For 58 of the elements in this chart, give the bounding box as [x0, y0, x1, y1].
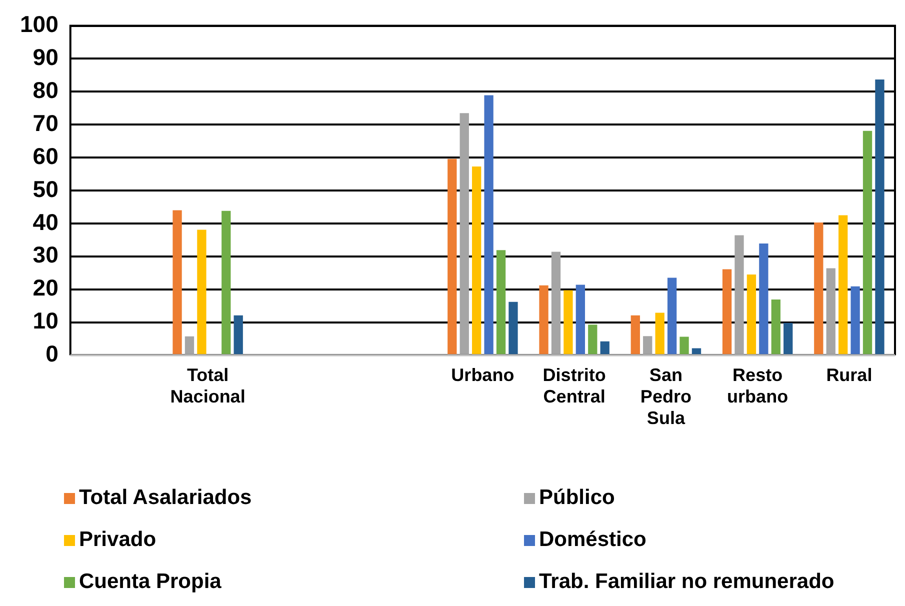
bar — [814, 222, 824, 354]
bar — [508, 302, 518, 354]
bar — [234, 315, 243, 354]
legend-label: Privado — [79, 528, 156, 552]
legend-label: Cuenta Propia — [79, 570, 222, 594]
y-tick-label: 20 — [32, 274, 58, 301]
bar — [850, 286, 860, 354]
y-tick-label: 60 — [32, 142, 58, 169]
bar — [875, 79, 884, 354]
y-tick-label: 70 — [32, 110, 58, 136]
x-tick-label: Total Nacional — [170, 364, 246, 407]
bar — [484, 95, 494, 354]
bar — [172, 210, 182, 354]
x-tick-label: Urbano — [451, 364, 514, 385]
bar — [448, 158, 457, 354]
y-tick-label: 80 — [32, 77, 58, 104]
y-tick-label: 90 — [32, 44, 58, 70]
y-tick-label: 40 — [32, 208, 58, 235]
legend-label: Trab. Familiar no remunerado — [539, 570, 834, 594]
bar — [472, 166, 482, 354]
bar — [496, 250, 506, 354]
bar — [222, 210, 231, 354]
bar — [655, 312, 664, 354]
bar — [197, 230, 206, 354]
bar — [826, 268, 836, 354]
bar — [600, 341, 610, 354]
bar — [862, 130, 872, 354]
y-tick-label: 50 — [32, 176, 58, 202]
bar — [643, 336, 652, 354]
bar — [746, 274, 756, 354]
bar — [630, 315, 640, 354]
bar — [539, 285, 548, 354]
x-tick-label: Distrito Central — [542, 364, 606, 407]
bar — [460, 113, 469, 354]
y-tick-label: 0 — [46, 340, 58, 367]
x-tick-label: Rural — [826, 364, 872, 385]
bar — [759, 244, 768, 354]
bar — [184, 336, 194, 354]
bar — [564, 290, 573, 354]
bar — [680, 336, 689, 354]
bar — [588, 324, 598, 354]
bar — [551, 252, 561, 354]
bar — [722, 269, 732, 354]
y-tick-label: 100 — [20, 11, 58, 38]
bar — [667, 278, 677, 354]
legend-label: Doméstico — [539, 528, 646, 552]
y-tick-label: 30 — [32, 242, 58, 268]
bar — [576, 284, 585, 354]
legend-label: Público — [539, 486, 615, 510]
y-tick-label: 10 — [32, 308, 58, 334]
legend-label: Total Asalariados — [79, 486, 252, 510]
bar — [692, 348, 702, 354]
bar — [784, 322, 793, 354]
bar — [734, 235, 744, 354]
bar — [771, 300, 780, 354]
bar — [838, 215, 848, 354]
x-tick-label: San Pedro Sula — [640, 364, 692, 428]
x-tick-label: Resto urbano — [727, 364, 788, 407]
